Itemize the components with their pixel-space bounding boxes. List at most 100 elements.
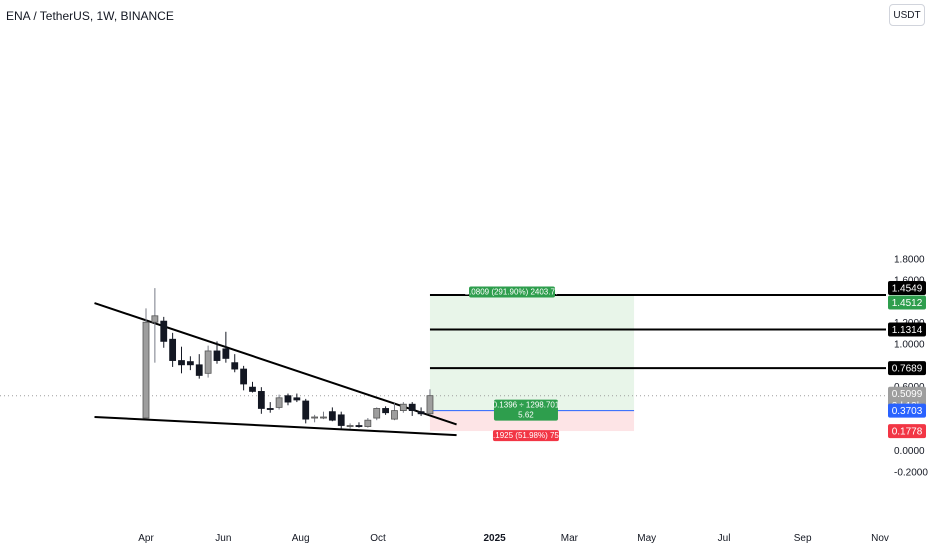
candle-body [293, 397, 301, 401]
x-tick-label: Mar [561, 533, 579, 544]
candle-body [231, 362, 239, 370]
candle-body [408, 403, 416, 411]
entry-label-text: 0.1396 ÷ 1298.701 [493, 401, 560, 410]
labels-layer: 1.0809 (291.90%) 2403.77 0.1396 ÷ 1298.70… [465, 281, 926, 442]
target-zone [429, 295, 635, 411]
candle [364, 418, 372, 428]
price-label-black: 1.4549 [888, 281, 926, 296]
x-tick-label: 2025 [483, 533, 506, 544]
candle-body [222, 348, 230, 359]
candle-body [142, 321, 150, 419]
candle [346, 423, 354, 429]
candle [213, 341, 221, 364]
candle [373, 407, 381, 421]
candle-body [240, 368, 248, 385]
entry-label-text: 5.62 [518, 411, 534, 420]
candle [178, 346, 185, 374]
candle [293, 393, 301, 403]
price-label-green: 1.4512 [888, 295, 926, 310]
y-tick-label: 1.0000 [894, 340, 925, 351]
candle-body [213, 350, 221, 361]
stop-zone [429, 410, 635, 432]
price-label-bg [888, 424, 926, 439]
x-tick-label: Apr [138, 533, 154, 544]
candle [186, 356, 194, 371]
candle [320, 411, 327, 420]
stop-label-bg [492, 430, 559, 442]
candle-body [186, 361, 194, 366]
candle-body [382, 408, 389, 414]
candle [231, 354, 239, 373]
candle-body [337, 414, 345, 426]
candle [195, 354, 203, 379]
candle [284, 393, 292, 406]
candle [311, 414, 319, 423]
price-label-text: 1.1314 [892, 325, 923, 336]
x-tick-label: May [637, 533, 656, 544]
candle [391, 403, 398, 421]
candle-body [284, 395, 292, 403]
candle [426, 389, 434, 415]
candle-body [275, 397, 283, 408]
candle-body [328, 411, 336, 421]
candle-body [151, 315, 159, 323]
candle-body [169, 338, 177, 361]
entry-label-bg [493, 399, 558, 421]
candle [160, 316, 168, 348]
symbol-title: ENA / TetherUS, 1W, BINANCE [6, 9, 174, 23]
candle [169, 332, 177, 367]
candle-body [178, 360, 185, 366]
candle [266, 402, 274, 413]
price-label-text: 0.7689 [892, 364, 923, 375]
x-tick-label: Nov [871, 533, 889, 544]
candle [257, 387, 265, 414]
candle-body [355, 425, 363, 427]
target-label-bg [469, 286, 556, 298]
candle [275, 394, 283, 410]
x-tick-label: Sep [794, 533, 812, 544]
candle-body [320, 416, 327, 419]
target-label: 1.0809 (291.90%) 2403.77 [465, 286, 560, 298]
candles-layer [142, 288, 434, 429]
candle-body [364, 419, 372, 427]
price-label-bg [888, 361, 926, 376]
candle [222, 331, 230, 363]
price-label-text: 1.4549 [892, 284, 923, 295]
x-tick-label: Oct [370, 533, 386, 544]
candle [337, 411, 345, 429]
candle-body [346, 425, 354, 427]
y-tick-label: 1.8000 [894, 254, 925, 265]
candle-body [426, 395, 434, 415]
target-label-text: 1.0809 (291.90%) 2403.77 [465, 287, 560, 296]
price-label-blue: 0.3703 [888, 403, 926, 418]
price-label-bg [888, 281, 926, 296]
candle-body [417, 411, 425, 415]
currency-button[interactable]: USDT [889, 4, 925, 26]
candle-body [195, 364, 203, 376]
candle-body [160, 320, 168, 342]
price-label-bg [888, 295, 926, 310]
price-label-text: 0.5099 [892, 389, 923, 400]
price-label-black: 1.1314 [888, 322, 926, 337]
stop-label-text: 0.1925 (51.98%) 750 [489, 431, 564, 440]
candle-body [249, 386, 256, 392]
candle [417, 407, 425, 416]
candle [249, 381, 256, 393]
candle [240, 365, 248, 391]
candle [151, 288, 159, 363]
price-label-red: 0.1778 [888, 424, 926, 439]
candle [302, 398, 310, 424]
x-tick-label: Jun [215, 533, 231, 544]
candle [382, 406, 389, 415]
price-label-text: 1.4512 [892, 298, 923, 309]
candle-body [373, 408, 381, 419]
candle [408, 402, 416, 416]
price-label-text: 0.1778 [892, 427, 923, 438]
x-tick-label: Aug [292, 533, 310, 544]
price-label-text: 0.3703 [892, 406, 923, 417]
stop-label: 0.1925 (51.98%) 750 [489, 430, 564, 442]
trendline [94, 415, 457, 437]
candle [142, 308, 150, 419]
